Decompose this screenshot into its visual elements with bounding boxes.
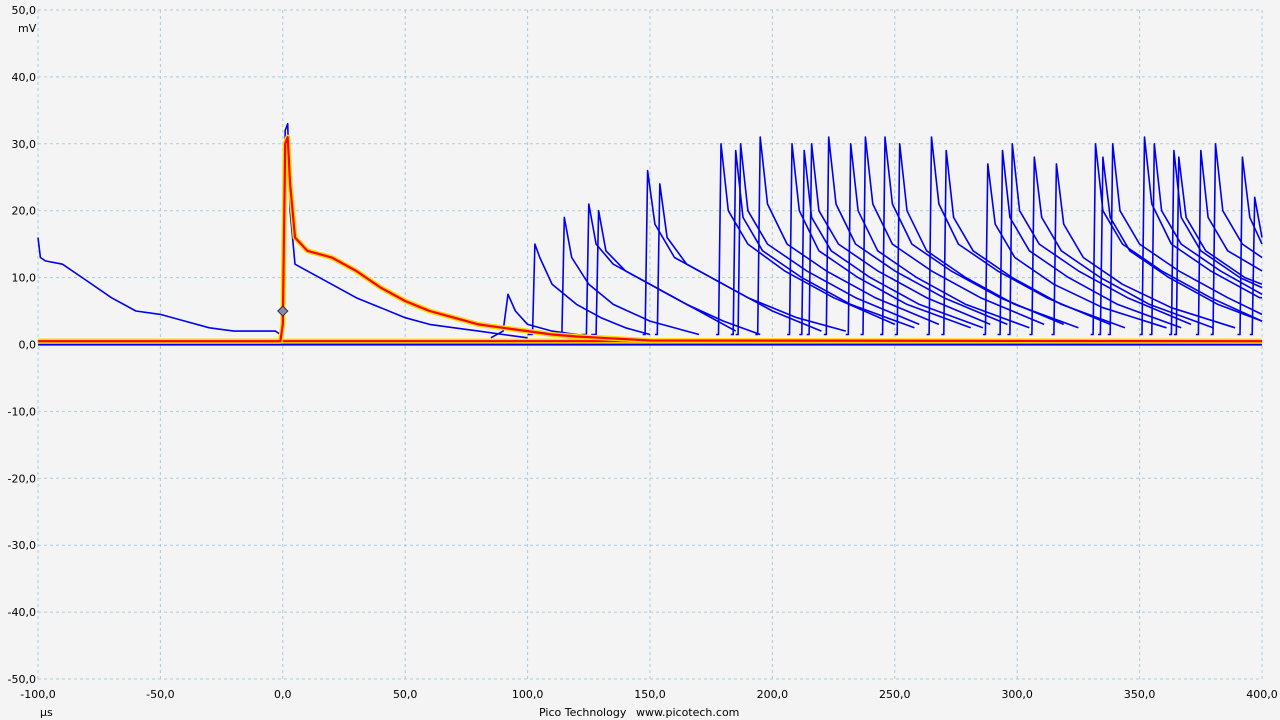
waveform-trace <box>982 163 1167 336</box>
x-tick-labels: -100,0 -50,0 0,0 50,0 100,0 150,0 200,0 250,0 30… <box>20 688 1277 701</box>
footer-website: www.picotech.com <box>636 706 739 719</box>
waveform-trace <box>1249 196 1263 336</box>
waveform-trace <box>823 136 1008 336</box>
waveform-trace <box>787 143 971 336</box>
waveform-trace <box>799 149 984 336</box>
x-tick-label: 200,0 <box>757 688 789 701</box>
waveform-trace <box>581 203 761 336</box>
y-tick-label: 50,0 <box>12 4 37 17</box>
y-tick-label: 30,0 <box>12 138 37 151</box>
y-tick-label: -40,0 <box>8 606 36 619</box>
waveform-trace <box>654 183 822 336</box>
waveform-trace <box>1051 163 1236 336</box>
y-tick-label: 0,0 <box>19 339 37 352</box>
y-tick-label: -30,0 <box>8 539 36 552</box>
waveform-trace <box>1007 143 1192 336</box>
x-tick-label: 300,0 <box>1001 688 1033 701</box>
waveform-trace <box>1195 149 1263 336</box>
x-tick-label: 350,0 <box>1124 688 1156 701</box>
waveform-trace <box>860 136 1045 336</box>
waveform-trace <box>1098 156 1263 336</box>
waveform-trace <box>1029 156 1214 336</box>
x-tick-label: -100,0 <box>20 688 55 701</box>
waveform-trace <box>527 243 651 336</box>
waveform-trace <box>730 149 915 336</box>
waveform-trace <box>755 136 940 336</box>
waveform-trace <box>716 143 896 336</box>
y-tick-label: -10,0 <box>8 405 36 418</box>
x-tick-label: 400,0 <box>1246 688 1278 701</box>
waveform-trace <box>926 136 1111 336</box>
persistence-trace-hot <box>38 136 1263 343</box>
waveform-trace <box>642 169 847 336</box>
y-axis-unit: mV <box>18 22 37 35</box>
x-tick-label: 250,0 <box>879 688 911 701</box>
waveform-trace <box>1149 143 1263 336</box>
footer-brand: Pico Technology <box>539 706 627 719</box>
x-tick-label: 0,0 <box>274 688 292 701</box>
waveform-trace <box>1210 143 1263 336</box>
waveform-trace <box>941 149 1126 336</box>
waveform-trace <box>557 216 700 336</box>
grid-lines <box>37 9 1263 680</box>
y-tick-label: 10,0 <box>12 272 37 285</box>
waveform-trace <box>591 209 737 336</box>
waveform-trace <box>1107 143 1263 336</box>
y-tick-label: 20,0 <box>12 205 37 218</box>
waveform-trace <box>845 143 1030 336</box>
x-tick-label: -50,0 <box>146 688 174 701</box>
y-tick-label: -50,0 <box>8 673 36 686</box>
x-axis-unit: μs <box>40 706 53 719</box>
trigger-marker[interactable] <box>277 305 289 317</box>
waveform-trace <box>1090 143 1263 336</box>
waveform-trace <box>1173 156 1263 336</box>
waveform-trace <box>1139 136 1262 336</box>
y-tick-label: -20,0 <box>8 472 36 485</box>
x-tick-label: 50,0 <box>393 688 418 701</box>
y-tick-labels: 50,0 40,0 30,0 20,0 10,0 0,0 -10,0 -20,0 -30,0 -4… <box>8 4 36 686</box>
persistence-band <box>38 134 1263 344</box>
waveform-trace <box>880 136 1065 336</box>
waveform-trace <box>894 143 1079 336</box>
waveform-trace <box>997 149 1182 336</box>
y-tick-label: 40,0 <box>12 71 37 84</box>
waveform-trace <box>735 143 920 336</box>
x-tick-label: 150,0 <box>634 688 666 701</box>
x-tick-label: 100,0 <box>512 688 544 701</box>
waveform-trace <box>806 143 991 336</box>
